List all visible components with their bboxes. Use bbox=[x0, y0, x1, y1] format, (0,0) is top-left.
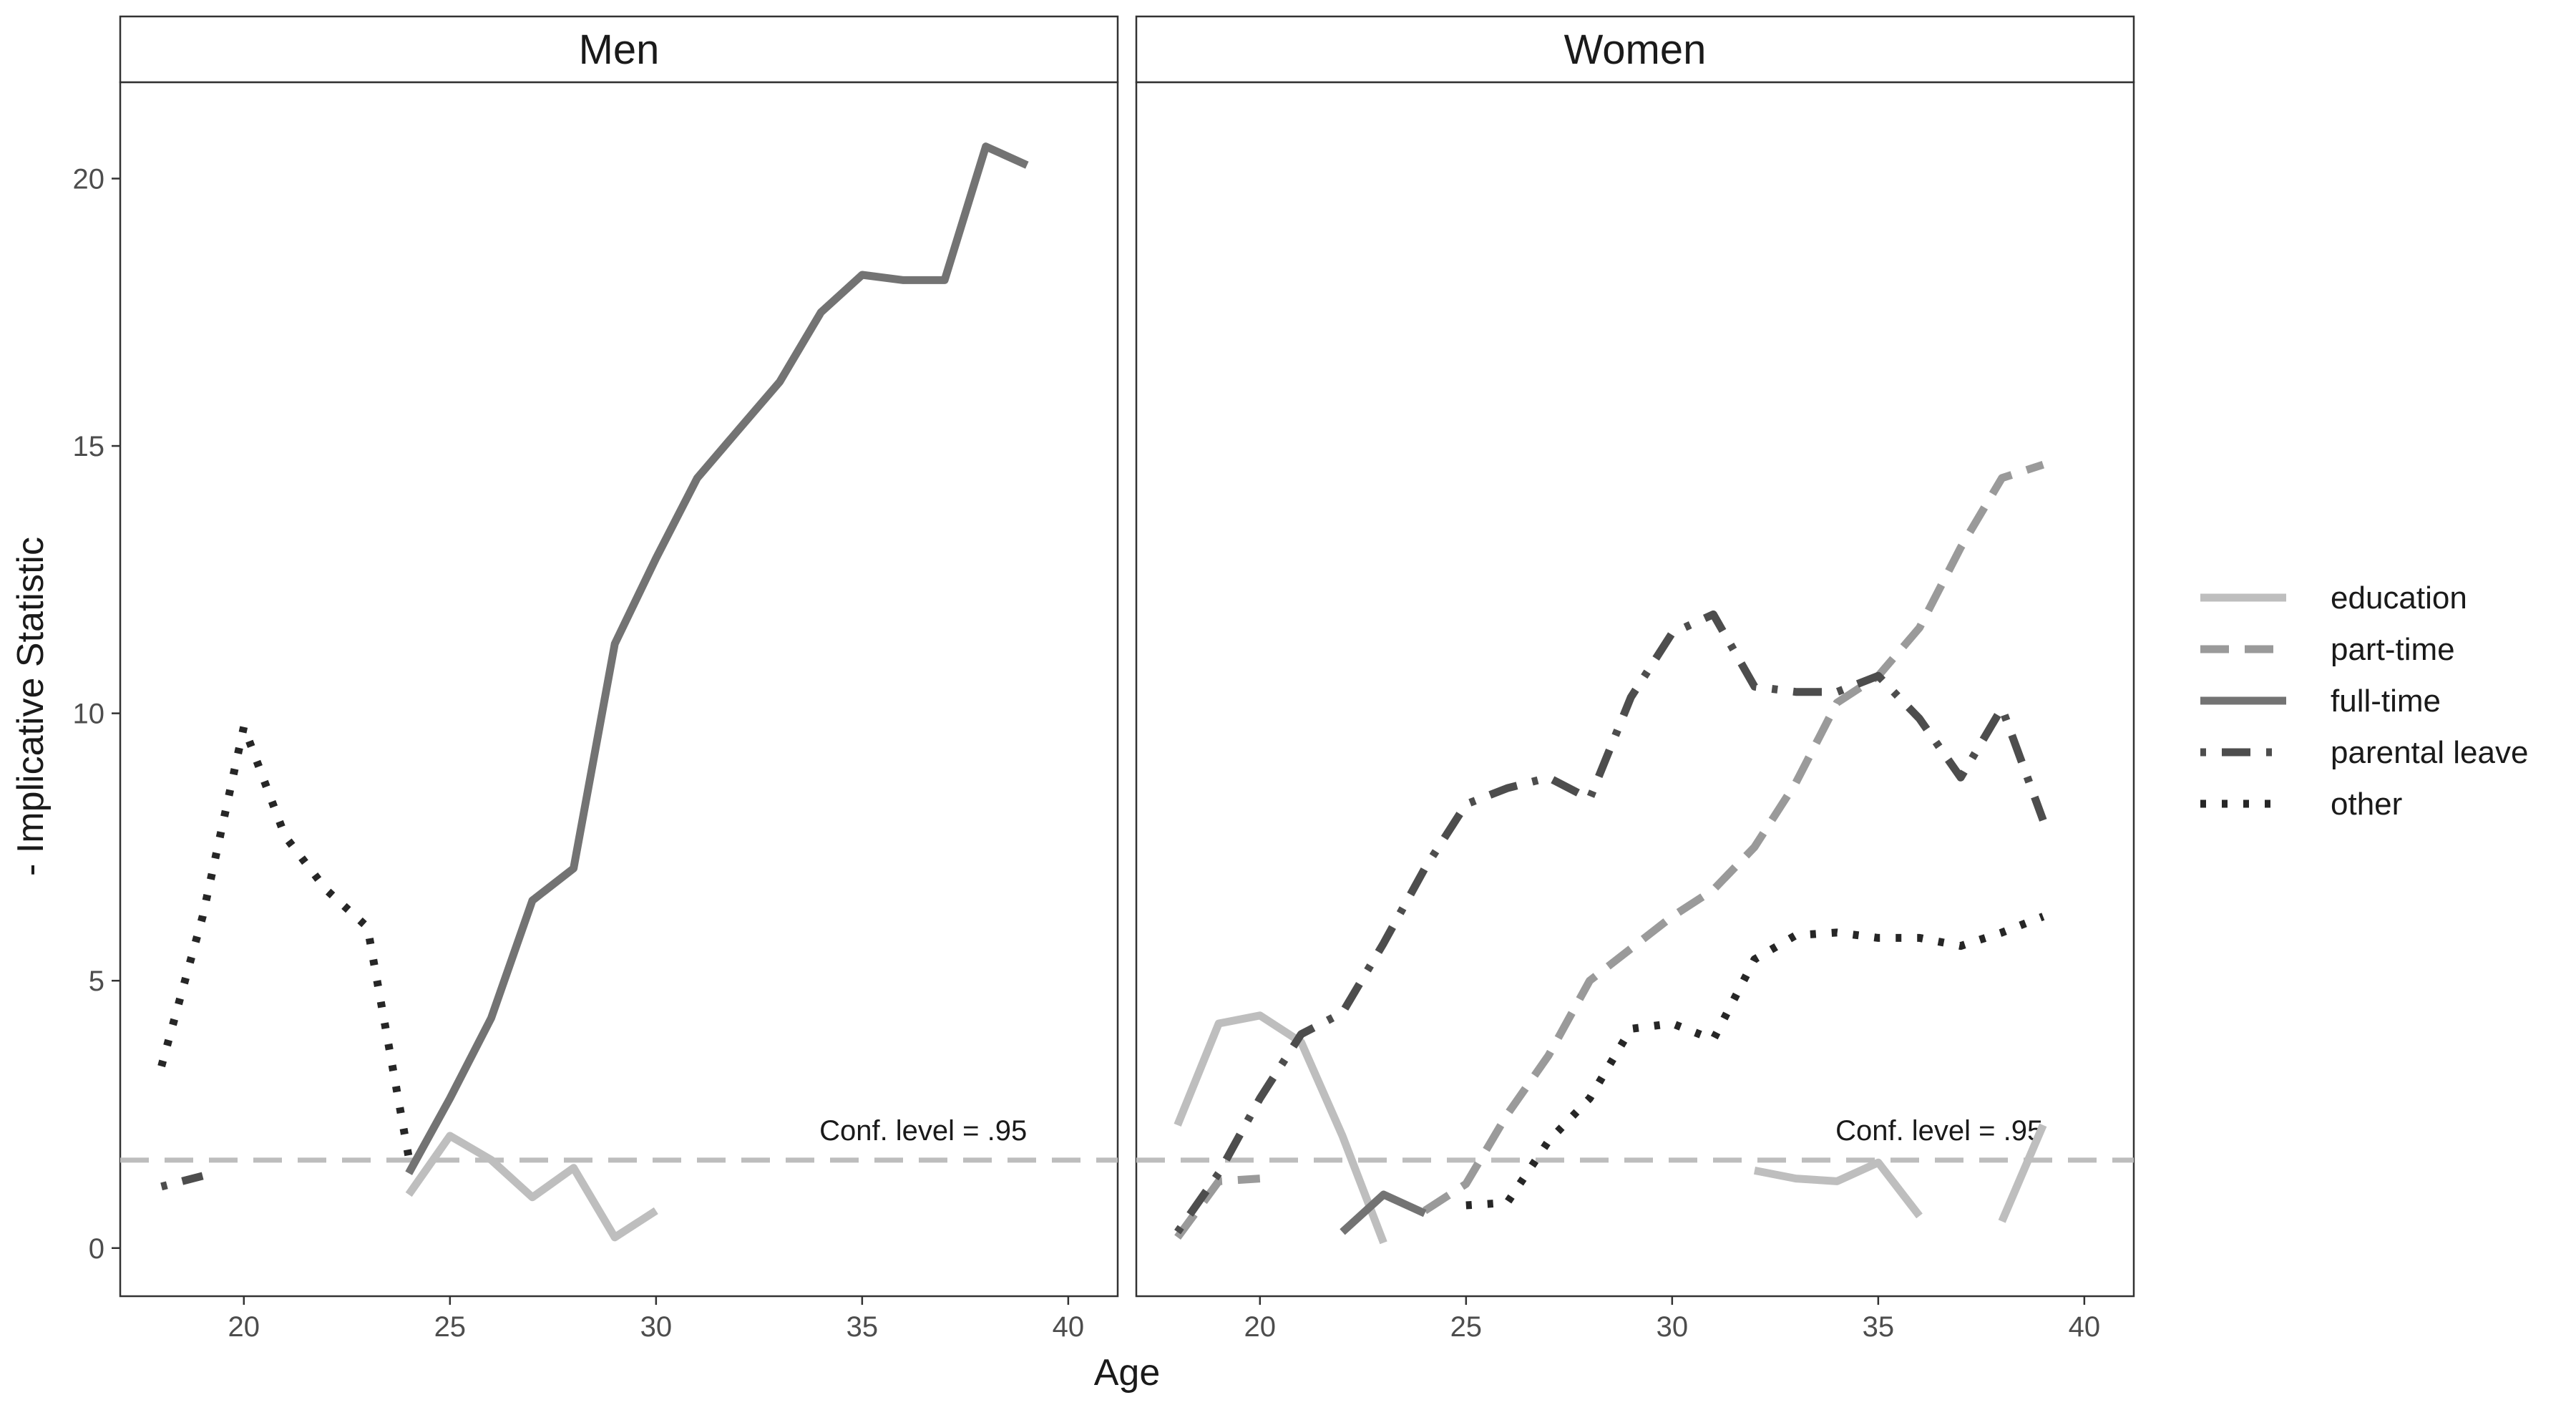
legend-item-parental-leave: parental leave bbox=[2200, 735, 2528, 770]
x-tick-label-women-40: 40 bbox=[2069, 1311, 2101, 1343]
panel-women: Women Conf. level = .95 20 25 30 35 40 bbox=[1135, 15, 2135, 1343]
legend-item-other: other bbox=[2200, 787, 2402, 822]
plot-area-women bbox=[1135, 81, 2135, 1298]
legend-label-other: other bbox=[2331, 787, 2402, 822]
legend-item-part-time: part-time bbox=[2200, 632, 2455, 667]
series-line-women-part-time-2 bbox=[1423, 460, 2044, 1215]
legend-item-full-time: full-time bbox=[2200, 684, 2441, 719]
x-tick-label-men-20: 20 bbox=[228, 1311, 260, 1343]
series-line-women-education-2 bbox=[1753, 1158, 1923, 1219]
legend-label-parental-leave: parental leave bbox=[2331, 735, 2528, 770]
x-axis-title: Age bbox=[1094, 1352, 1161, 1394]
reference-label-women: Conf. level = .95 bbox=[1835, 1115, 2043, 1147]
series-line-men-parental-leave-1 bbox=[160, 1172, 204, 1191]
series-line-women-education-3 bbox=[1998, 1123, 2047, 1223]
reference-label-men: Conf. level = .95 bbox=[819, 1115, 1027, 1147]
x-tick-label-men-35: 35 bbox=[847, 1311, 879, 1343]
series-line-women-education-1 bbox=[1174, 1011, 1387, 1245]
y-axis-title: - Implicative Statistic bbox=[10, 537, 52, 876]
legend-label-part-time: part-time bbox=[2331, 632, 2455, 667]
series-line-women-part-time-1 bbox=[1174, 1175, 1261, 1240]
y-tick-label-5: 5 bbox=[89, 966, 104, 997]
series-line-women-full-time-1 bbox=[1340, 1190, 1427, 1235]
legend: education part-time full-time parental leav… bbox=[2200, 580, 2528, 822]
y-tick-label-0: 0 bbox=[89, 1233, 104, 1265]
x-tick-label-men-25: 25 bbox=[434, 1311, 467, 1343]
x-tick-label-women-35: 35 bbox=[1863, 1311, 1895, 1343]
y-tick-label-20: 20 bbox=[73, 163, 105, 195]
series-group-women bbox=[1174, 460, 2047, 1245]
legend-label-full-time: full-time bbox=[2331, 684, 2441, 719]
series-line-women-other-1 bbox=[1465, 913, 2045, 1210]
series-line-men-other-1 bbox=[157, 722, 413, 1158]
x-tick-label-women-25: 25 bbox=[1450, 1311, 1483, 1343]
plot-area-men bbox=[119, 81, 1119, 1298]
series-group-men bbox=[157, 142, 1029, 1242]
panel-men: Men Conf. level = .95 20 25 30 35 40 0 5 10 15 20 bbox=[73, 15, 1119, 1343]
x-tick-label-women-30: 30 bbox=[1657, 1311, 1689, 1343]
legend-label-education: education bbox=[2331, 580, 2467, 616]
panel-title-women: Women bbox=[1564, 26, 1707, 73]
legend-item-education: education bbox=[2200, 580, 2467, 616]
x-tick-label-women-20: 20 bbox=[1244, 1311, 1277, 1343]
series-line-men-full-time-1 bbox=[405, 142, 1029, 1175]
x-tick-label-men-30: 30 bbox=[640, 1311, 673, 1343]
x-tick-label-men-40: 40 bbox=[1053, 1311, 1085, 1343]
y-tick-label-10: 10 bbox=[73, 699, 105, 730]
y-tick-label-15: 15 bbox=[73, 431, 105, 462]
panel-title-men: Men bbox=[579, 26, 660, 73]
series-line-men-education-1 bbox=[405, 1132, 658, 1242]
strip-men bbox=[119, 15, 1119, 84]
